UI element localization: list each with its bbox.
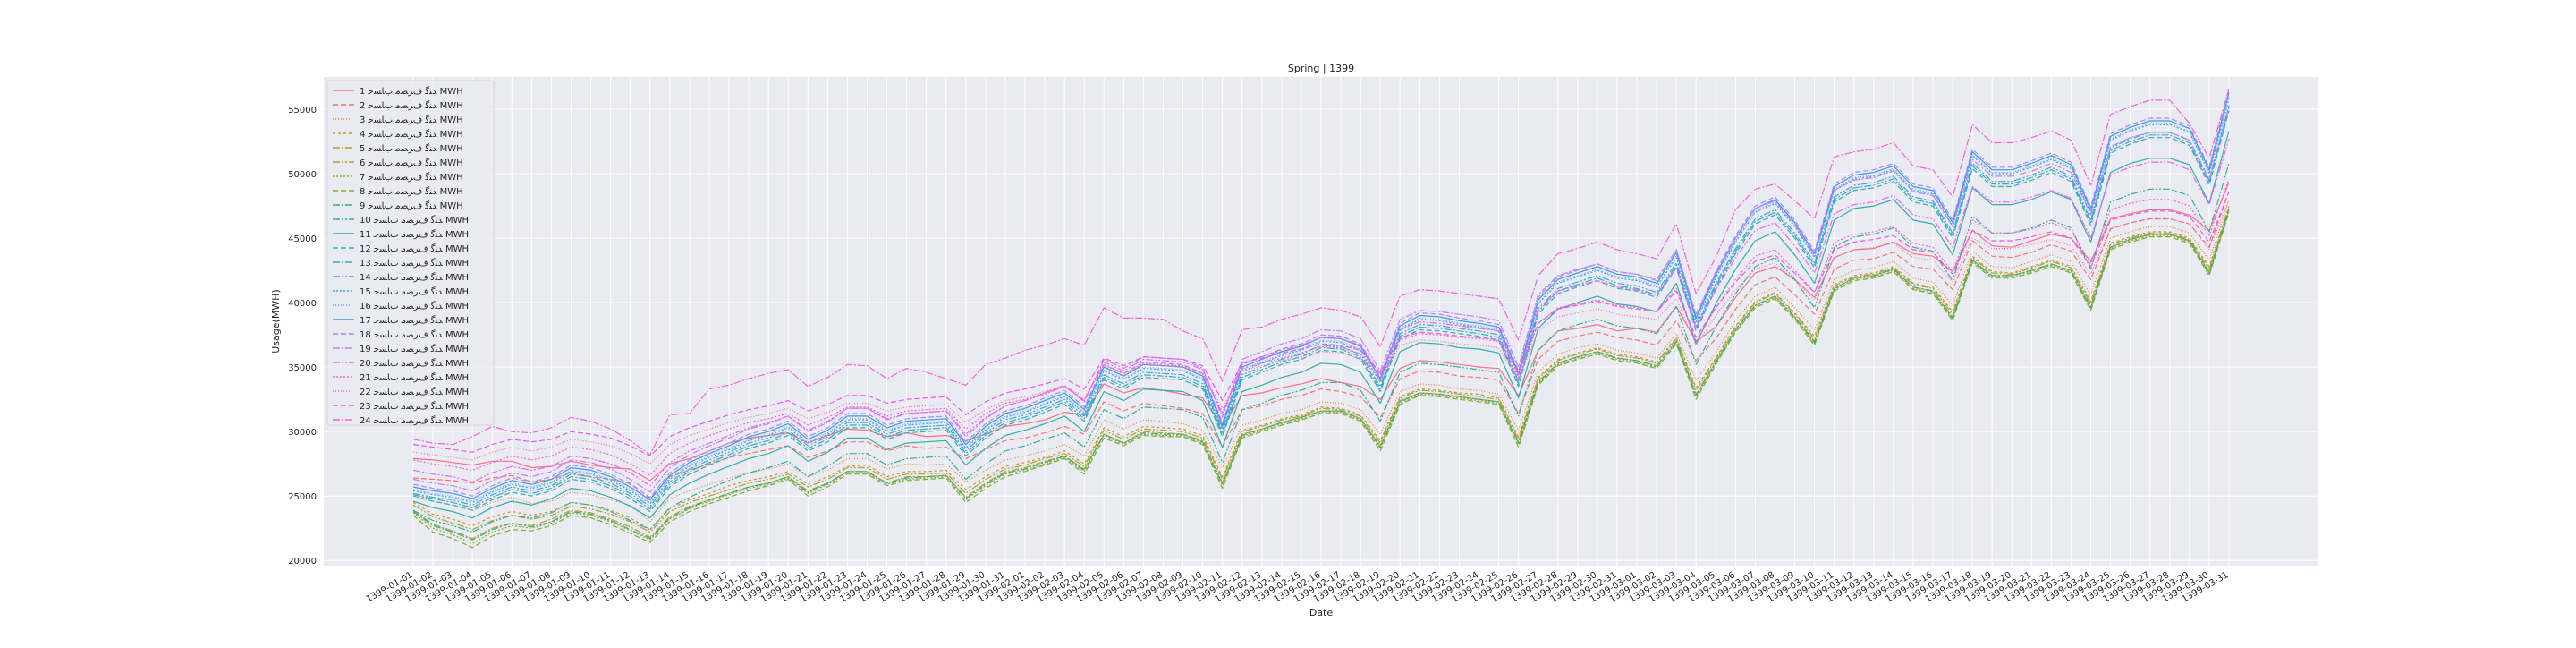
- legend: ﺪﻨﮔ ﻑﺮﺼﻣ ﺏﺎﺴﺣ 1 MWH ﺪﻨﮔ ﻑﺮﺼﻣ ﺏﺎﺴﺣ 2 MWH ﺪﻨ…: [326, 80, 495, 426]
- series-line-18: [412, 90, 2230, 499]
- y-tick-label: 20000: [288, 557, 317, 567]
- series-line-3: [412, 200, 2230, 523]
- x-axis-label: Date: [1309, 607, 1334, 618]
- legend-label: ﺪﻨﮔ ﻑﺮﺼﻣ ﺏﺎﺴﺣ 14 MWH: [360, 272, 469, 283]
- legend-label: ﺪﻨﮔ ﻑﺮﺼﻣ ﺏﺎﺴﺣ 15 MWH: [360, 286, 469, 297]
- y-tick-label: 25000: [288, 492, 317, 502]
- y-tick-label: 55000: [288, 106, 317, 115]
- legend-label: ﺪﻨﮔ ﻑﺮﺼﻣ ﺏﺎﺴﺣ 18 MWH: [360, 329, 469, 340]
- legend-label: ﺪﻨﮔ ﻑﺮﺼﻣ ﺏﺎﺴﺣ 10 MWH: [360, 215, 469, 226]
- y-tick-label: 40000: [288, 299, 317, 309]
- legend-label: ﺪﻨﮔ ﻑﺮﺼﻣ ﺏﺎﺴﺣ 23 MWH: [360, 401, 469, 412]
- legend-label: ﺪﻨﮔ ﻑﺮﺼﻣ ﺏﺎﺴﺣ 22 MWH: [360, 387, 469, 397]
- series-line-20: [412, 139, 2230, 487]
- legend-label: ﺪﻨﮔ ﻑﺮﺼﻣ ﺏﺎﺴﺣ 9 MWH: [360, 200, 463, 211]
- legend-label: ﺪﻨﮔ ﻑﺮﺼﻣ ﺏﺎﺴﺣ 20 MWH: [360, 358, 469, 369]
- y-tick-label: 45000: [288, 234, 317, 244]
- series-line-4: [412, 205, 2230, 531]
- legend-label: ﺪﻨﮔ ﻑﺮﺼﻣ ﺏﺎﺴﺣ 3 MWH: [360, 115, 463, 125]
- series-line-1: [412, 182, 2230, 482]
- legend-label: ﺪﻨﮔ ﻑﺮﺼﻣ ﺏﺎﺴﺣ 4 MWH: [360, 129, 463, 140]
- legend-box: [326, 80, 495, 426]
- legend-label: ﺪﻨﮔ ﻑﺮﺼﻣ ﺏﺎﺴﺣ 11 MWH: [360, 229, 469, 240]
- y-tick-label: 50000: [288, 170, 317, 180]
- series-layer: [412, 88, 2230, 549]
- y-tick-label: 30000: [288, 428, 317, 438]
- series-line-6: [412, 207, 2230, 533]
- series-line-23: [412, 191, 2230, 457]
- legend-label: ﺪﻨﮔ ﻑﺮﺼﻣ ﺏﺎﺴﺣ 24 MWH: [360, 415, 469, 426]
- series-line-11: [412, 131, 2230, 519]
- y-axis-label: Usage(MWH): [270, 289, 282, 354]
- series-line-24: [412, 88, 2230, 456]
- series-line-2: [412, 191, 2230, 499]
- series-line-13: [412, 107, 2230, 510]
- y-axis-ticks: 20000 25000 30000 35000 40000 45000 50000 55000: [288, 106, 317, 567]
- legend-label: ﺪﻨﮔ ﻑﺮﺼﻣ ﺏﺎﺴﺣ 5 MWH: [360, 143, 463, 154]
- series-line-15: [412, 98, 2230, 505]
- legend-label: ﺪﻨﮔ ﻑﺮﺼﻣ ﺏﺎﺴﺣ 21 MWH: [360, 372, 469, 383]
- legend-label: ﺪﻨﮔ ﻑﺮﺼﻣ ﺏﺎﺴﺣ 7 MWH: [360, 172, 463, 183]
- legend-label: ﺪﻨﮔ ﻑﺮﺼﻣ ﺏﺎﺴﺣ 17 MWH: [360, 315, 469, 326]
- x-axis-ticks: 1399-01-011399-01-021399-01-031399-01-04…: [365, 570, 2231, 605]
- series-line-19: [412, 106, 2230, 493]
- series-line-12: [412, 110, 2230, 513]
- series-line-8: [412, 212, 2230, 549]
- chart-title: Spring | 1399: [1288, 63, 1354, 74]
- series-line-21: [412, 178, 2230, 476]
- legend-label: ﺪﻨﮔ ﻑﺮﺼﻣ ﺏﺎﺴﺣ 12 MWH: [360, 243, 469, 254]
- y-tick-label: 35000: [288, 363, 317, 373]
- legend-label: ﺪﻨﮔ ﻑﺮﺼﻣ ﺏﺎﺴﺣ 6 MWH: [360, 158, 463, 168]
- legend-label: ﺪﻨﮔ ﻑﺮﺼﻣ ﺏﺎﺴﺣ 13 MWH: [360, 258, 469, 269]
- legend-label: ﺪﻨﮔ ﻑﺮﺼﻣ ﺏﺎﺴﺣ 2 MWH: [360, 100, 463, 111]
- series-line-7: [412, 210, 2230, 545]
- legend-label: ﺪﻨﮔ ﻑﺮﺼﻣ ﺏﺎﺴﺣ 19 MWH: [360, 344, 469, 354]
- legend-label: ﺪﻨﮔ ﻑﺮﺼﻣ ﺏﺎﺴﺣ 1 MWH: [360, 86, 463, 97]
- legend-label: ﺪﻨﮔ ﻑﺮﺼﻣ ﺏﺎﺴﺣ 8 MWH: [360, 186, 463, 197]
- series-line-9: [412, 209, 2230, 541]
- series-line-14: [412, 105, 2230, 507]
- legend-label: ﺪﻨﮔ ﻑﺮﺼﻣ ﺏﺎﺴﺣ 16 MWH: [360, 301, 469, 311]
